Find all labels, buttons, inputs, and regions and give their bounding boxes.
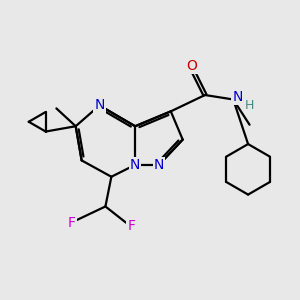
Text: O: O (186, 59, 197, 73)
Text: H: H (245, 99, 254, 112)
Text: F: F (128, 219, 136, 233)
Text: F: F (68, 216, 76, 230)
Text: N: N (130, 158, 140, 172)
Text: N: N (232, 90, 243, 104)
Text: N: N (154, 158, 164, 172)
Text: N: N (94, 98, 105, 112)
